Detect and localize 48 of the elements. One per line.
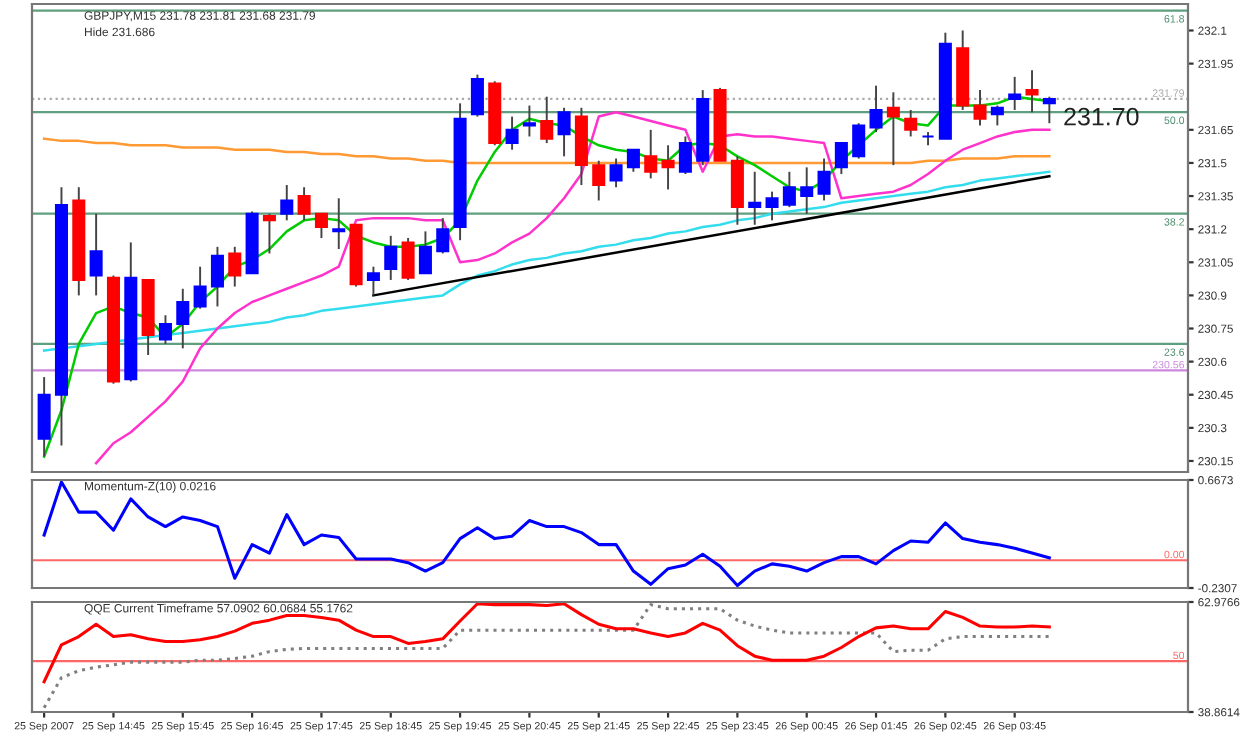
candlestick bbox=[436, 217, 450, 255]
line-series bbox=[42, 170, 1051, 352]
candlestick bbox=[869, 84, 883, 134]
line-series bbox=[42, 602, 1051, 684]
candlestick bbox=[817, 157, 831, 202]
candlestick bbox=[193, 265, 207, 310]
candlestick bbox=[1025, 69, 1039, 114]
annotation: 231.70 bbox=[1064, 107, 1139, 126]
candlestick bbox=[661, 144, 675, 191]
candlestick bbox=[626, 148, 640, 173]
candlestick bbox=[158, 314, 172, 345]
line-series bbox=[42, 480, 1051, 588]
candlestick bbox=[800, 166, 814, 215]
candlestick bbox=[89, 212, 103, 297]
candlestick bbox=[280, 184, 294, 222]
candlestick bbox=[1042, 95, 1056, 125]
candlestick bbox=[782, 170, 796, 209]
candlestick bbox=[210, 245, 224, 308]
candlestick bbox=[366, 265, 380, 297]
candlestick bbox=[765, 190, 779, 222]
candlestick bbox=[886, 91, 900, 167]
candlestick bbox=[852, 122, 866, 160]
candlestick bbox=[678, 135, 692, 175]
candlestick bbox=[522, 104, 536, 138]
candlestick bbox=[176, 287, 190, 350]
candlestick bbox=[973, 89, 987, 127]
candlestick bbox=[1008, 75, 1022, 111]
candlestick bbox=[540, 95, 554, 145]
candlestick bbox=[37, 376, 51, 458]
candlestick bbox=[228, 245, 242, 288]
candlestick bbox=[401, 237, 415, 281]
candlestick bbox=[332, 197, 346, 251]
candlestick bbox=[418, 230, 432, 275]
candlestick bbox=[557, 106, 571, 158]
candlestick bbox=[748, 170, 762, 226]
candlestick bbox=[990, 104, 1004, 127]
candlestick bbox=[297, 186, 311, 222]
candlestick bbox=[834, 142, 848, 175]
candlestick bbox=[730, 155, 744, 226]
candlestick bbox=[505, 115, 519, 151]
candlestick bbox=[904, 108, 918, 138]
candlestick bbox=[314, 212, 328, 239]
candlestick bbox=[644, 128, 658, 180]
candlestick bbox=[384, 234, 398, 281]
candlestick bbox=[470, 73, 484, 118]
candlestick bbox=[592, 159, 606, 202]
candlestick bbox=[609, 157, 623, 189]
candlestick bbox=[262, 212, 276, 255]
